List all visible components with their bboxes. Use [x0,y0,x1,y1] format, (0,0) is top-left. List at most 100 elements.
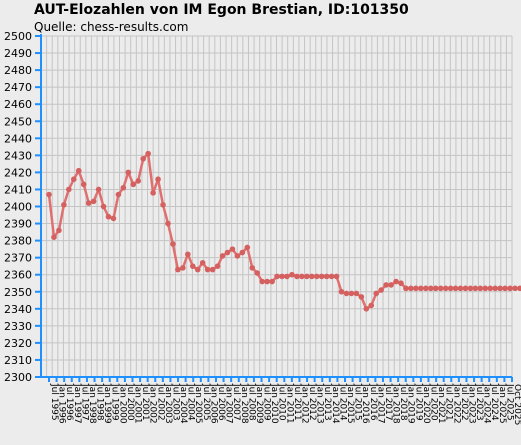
x-tick-label: Jan 2022 [451,383,461,424]
data-point [115,191,122,198]
y-tick-label: 2320 [4,337,32,350]
x-tick-label: Jan 2013 [315,383,325,424]
x-tick-label: Jul 2002 [155,383,165,421]
data-point [338,288,345,295]
data-point [180,265,186,271]
data-point [477,285,484,292]
data-point [170,241,176,247]
x-tick-label: Jan 2014 [330,383,340,424]
y-tick-label: 2470 [4,81,32,94]
x-tick-label: Jul 1995 [49,383,59,421]
data-point [224,249,231,256]
x-tick-label: Jan 2003 [163,383,173,424]
y-tick-label: 2480 [4,64,32,77]
data-point [135,178,142,184]
x-tick-label: Jul 2009 [262,383,272,421]
data-point [284,273,290,280]
data-point [194,266,201,273]
data-point [259,278,265,285]
y-tick-label: 2360 [4,269,32,282]
data-point [155,176,161,183]
data-point [467,285,474,292]
x-tick-label: Jan 2007 [224,383,234,424]
data-point [264,278,270,285]
x-tick-label: Jan 2016 [360,383,370,424]
y-tick-label: 2330 [4,320,32,333]
x-tick-label: Jul 1998 [95,383,105,421]
data-point [343,290,350,297]
data-point [269,278,275,285]
data-point [388,282,394,288]
x-tick-label: Oct 2025 [512,384,521,425]
data-point [209,266,216,273]
data-point [214,263,221,269]
x-tick-label: Jul 2016 [368,383,378,421]
data-point [185,251,191,258]
data-point [437,285,444,292]
data-point [358,294,365,300]
data-point [90,198,97,205]
data-point [140,155,146,162]
data-point [204,266,211,273]
data-point [413,285,419,292]
data-point [189,263,196,269]
data-point [418,285,424,292]
x-tick-label: Jan 2004 [178,383,188,424]
x-tick-label: Jan 2001 [132,383,142,424]
data-point [363,306,370,312]
x-tick-label: Jan 2021 [436,383,446,424]
x-tick-label: Jan 2010 [269,383,279,424]
data-point [279,273,285,280]
y-tick-label: 2420 [4,166,32,179]
data-point [234,253,241,259]
x-tick-label: Jan 2018 [391,383,401,424]
data-point [323,273,330,280]
data-point [403,285,409,292]
data-point [219,253,226,259]
x-tick-label: Jul 2013 [322,383,332,421]
x-tick-label: Jul 2005 [201,383,211,421]
data-point [502,285,508,292]
x-tick-label: Jan 2008 [239,383,249,424]
y-tick-label: 2460 [4,98,32,111]
data-point [289,271,295,278]
y-tick-label: 2390 [4,218,32,231]
x-tick-label: Jul 2000 [125,383,135,421]
data-point [462,285,469,292]
data-point [398,280,404,287]
x-tick-label: Jul 2007 [231,383,241,421]
x-tick-label: Jul 2022 [459,383,469,421]
chart-title: AUT-Elozahlen von IM Egon Brestian, ID:1… [34,2,409,18]
x-tick-label: Jan 2025 [497,383,507,424]
data-point [427,285,434,292]
x-tick-label: Jul 2019 [413,383,423,421]
data-point [373,290,380,297]
x-tick-label: Jul 2017 [383,383,393,421]
data-point [328,273,335,280]
y-tick-label: 2380 [4,235,32,248]
data-point [75,167,82,174]
data-point [442,285,449,292]
data-point [229,246,236,252]
data-point [507,285,513,292]
x-tick-label: Jan 2020 [421,383,431,424]
x-tick-label: Jul 2018 [398,383,408,421]
y-tick-label: 2370 [4,252,32,265]
data-point [304,273,310,280]
data-point [368,302,375,309]
x-tick-label: Jan 2011 [284,383,294,424]
y-tick-label: 2450 [4,115,32,128]
x-tick-label: Jul 2020 [429,383,439,421]
data-point [160,201,166,208]
data-point [308,273,315,280]
x-tick-label: Jan 2000 [117,383,127,424]
data-point [333,273,340,280]
data-point [125,169,132,176]
data-point [105,213,112,220]
x-tick-label: Jul 2015 [353,383,363,421]
y-tick-label: 2500 [4,30,32,43]
x-tick-label: Jul 2003 [170,383,180,421]
x-tick-label: Jan 2005 [193,383,203,424]
